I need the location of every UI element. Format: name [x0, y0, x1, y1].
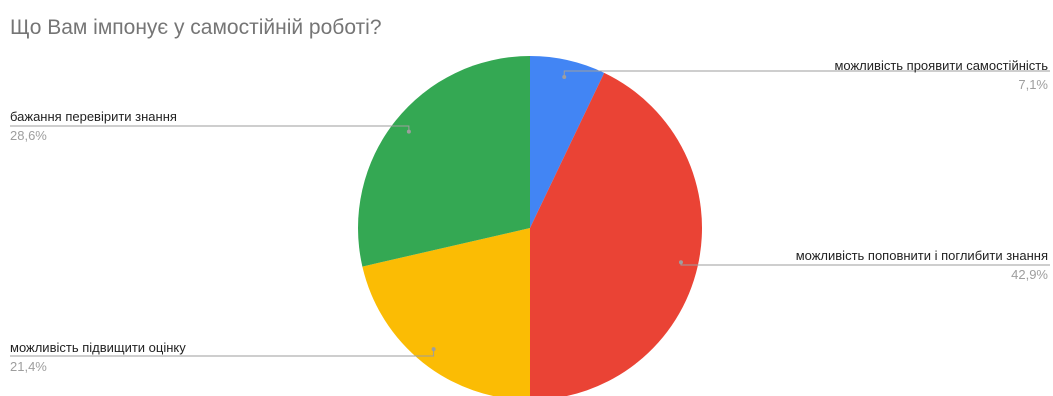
slice-label-4: бажання перевірити знання: [10, 109, 177, 124]
leader-line-1: [563, 70, 1050, 78]
leader-dot-4: [406, 129, 411, 134]
pie-slice-2[interactable]: [530, 72, 702, 396]
pie-slice-1[interactable]: [530, 56, 605, 228]
chart-title: Що Вам імпонує у самостійній роботі?: [10, 16, 382, 39]
leader-dot-1: [562, 75, 567, 80]
slice-percent-4: 28,6%: [10, 128, 47, 143]
pie-slice-4[interactable]: [357, 56, 530, 267]
slice-percent-1: 7,1%: [1018, 77, 1048, 92]
leader-line-3: [10, 349, 435, 357]
leader-dot-2: [678, 260, 683, 265]
leader-line-4: [10, 125, 410, 132]
slice-label-3: можливість підвищити оцінку: [10, 340, 186, 355]
leader-dot-3: [431, 347, 436, 352]
slice-label-1: можливість проявити самостійність: [834, 58, 1048, 73]
pie-slice-3[interactable]: [362, 228, 530, 396]
slice-label-2: можливість поповнити і поглибити знання: [796, 248, 1048, 263]
slice-percent-2: 42,9%: [1011, 267, 1048, 282]
slice-percent-3: 21,4%: [10, 359, 47, 374]
